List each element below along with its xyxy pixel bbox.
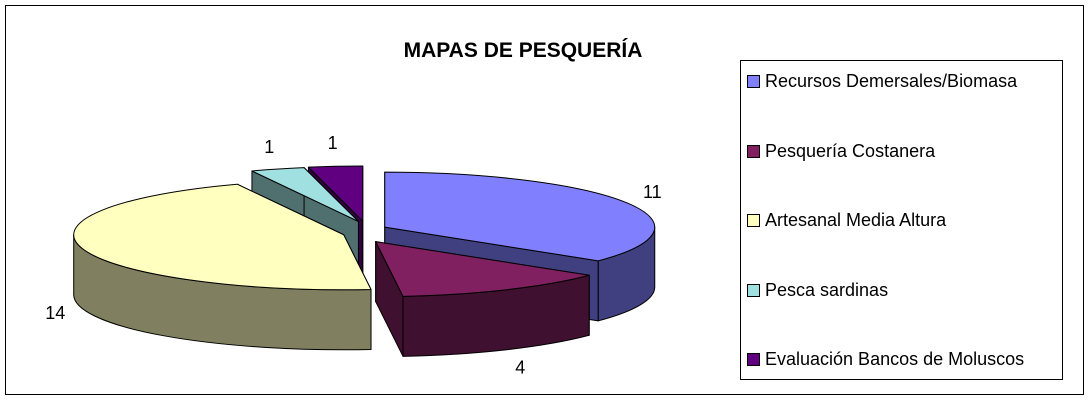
legend-swatch xyxy=(747,75,760,88)
legend-swatch xyxy=(747,144,760,158)
pie-slice xyxy=(73,183,372,351)
legend-item: Pesca sardinas xyxy=(747,278,1056,302)
legend-item: Evaluación Bancos de Moluscos xyxy=(747,347,1056,371)
data-label: 4 xyxy=(515,358,525,378)
slice-top xyxy=(307,165,364,222)
data-label: 1 xyxy=(328,133,338,153)
legend-label: Recursos Demersales/Biomasa xyxy=(765,71,1018,91)
chart-title: MAPAS DE PESQUERÍA xyxy=(404,39,643,62)
slice-top xyxy=(251,167,359,223)
legend-swatch xyxy=(747,283,760,297)
legend-item: Pesquería Costanera xyxy=(747,139,1056,163)
slice-top xyxy=(73,183,372,291)
legend-swatch xyxy=(747,214,760,227)
legend-item: Artesanal Media Altura xyxy=(747,208,1056,232)
legend-item: Recursos Demersales/Biomasa xyxy=(747,69,1056,93)
slice-top xyxy=(375,241,590,297)
legend-swatch xyxy=(747,353,760,366)
slice-top xyxy=(384,171,656,262)
pie-slice xyxy=(375,241,590,357)
legend-label: Artesanal Media Altura xyxy=(765,210,947,230)
legend-label: Pesca sardinas xyxy=(765,279,889,300)
data-label: 14 xyxy=(45,303,65,323)
legend-label: Pesquería Costanera xyxy=(765,140,936,161)
pie-slice xyxy=(384,171,656,322)
legend-label: Evaluación Bancos de Moluscos xyxy=(765,349,1025,369)
data-label: 11 xyxy=(643,182,662,202)
legend: Recursos Demersales/Biomasa Pesquería Cos… xyxy=(740,60,1063,380)
data-label: 1 xyxy=(264,137,274,157)
